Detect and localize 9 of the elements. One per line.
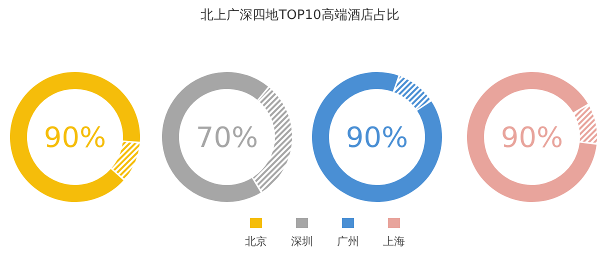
value-label: 70% — [196, 121, 258, 154]
legend-label: 广州 — [337, 235, 359, 248]
legend-label: 北京 — [245, 235, 267, 248]
text: 北上广深四地TOP10高端酒店占比 — [200, 7, 400, 23]
value-label: 90% — [346, 121, 408, 154]
value-label: 90% — [44, 121, 106, 154]
value-label: 90% — [500, 121, 564, 154]
legend-label: 深圳 — [291, 235, 313, 248]
legend-label: 上海 — [383, 235, 405, 248]
